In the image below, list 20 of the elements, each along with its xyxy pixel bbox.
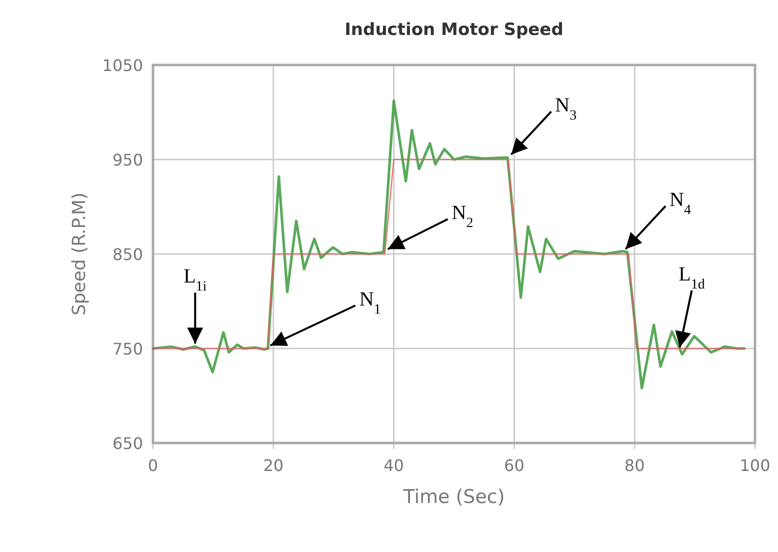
annotation: N$_{4}$: [670, 189, 692, 218]
chart-title: Induction Motor Speed: [344, 20, 564, 40]
y-tick-label: 1050: [102, 56, 143, 75]
x-tick-label: 40: [384, 456, 404, 475]
x-tick-label: 20: [263, 456, 284, 475]
x-axis-title: Time (Sec): [402, 486, 505, 508]
annotation: N$_{2}$: [452, 202, 474, 231]
annotation: L$_{1i}$: [184, 266, 207, 294]
y-tick-label: 750: [112, 340, 143, 358]
y-tick-label: 850: [112, 245, 143, 264]
y-tick-label: 950: [112, 150, 143, 170]
y-axis-title: Speed (R.P.M): [69, 192, 90, 316]
y-tick-label: 650: [112, 434, 143, 453]
x-tick-label: 100: [740, 456, 770, 475]
x-tick-label: 0: [148, 456, 158, 475]
x-tick-label: 60: [504, 456, 524, 475]
annotation: N$_{3}$: [555, 94, 577, 124]
annotation: L$_{1d}$: [678, 263, 705, 292]
x-tick-label: 80: [624, 456, 645, 475]
annotation: N$_{1}$: [359, 288, 381, 317]
